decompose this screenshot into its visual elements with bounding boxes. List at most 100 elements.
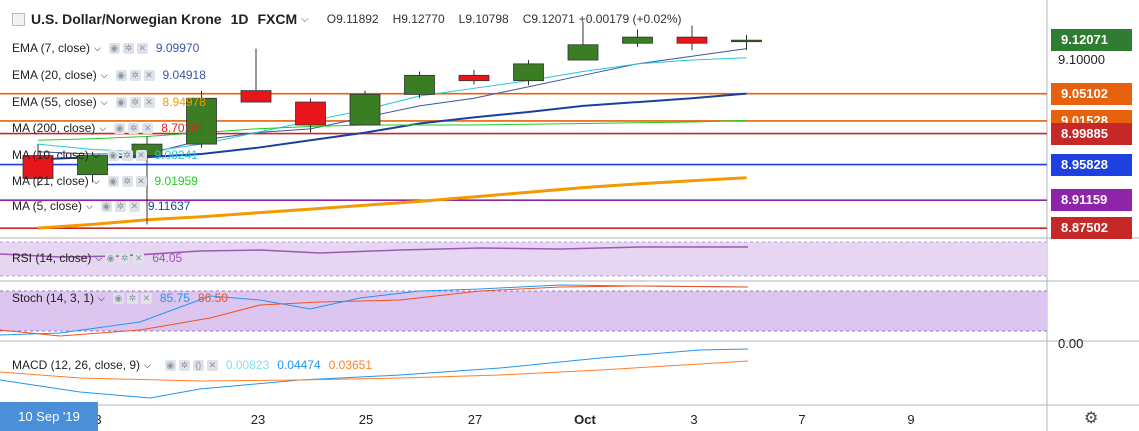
close-icon[interactable]: ✕: [135, 149, 147, 161]
price-badge: 8.87502: [1051, 217, 1132, 240]
chevron-down-icon[interactable]: ⌵: [94, 43, 101, 53]
chevron-down-icon[interactable]: ⌵: [95, 253, 103, 263]
close-icon[interactable]: ✕: [135, 175, 147, 187]
overlay-line: [37, 119, 747, 141]
eye-icon[interactable]: ◉: [164, 359, 176, 371]
macd-line: [0, 348, 749, 399]
eye-icon[interactable]: ◉: [115, 96, 127, 108]
price-badge: 8.91159: [1051, 189, 1132, 212]
stoch-k-line: [0, 284, 749, 336]
macd-signal-value: 0.03651: [328, 358, 373, 372]
stoch-d-line: [0, 285, 749, 337]
price-tick: 9.10000: [1058, 52, 1105, 67]
symbol-title[interactable]: U.S. Dollar/Norwegian Krone: [31, 11, 222, 27]
time-tick: 9: [907, 412, 915, 427]
gear-icon[interactable]: ✲: [178, 359, 190, 371]
gear-icon[interactable]: ✲: [119, 252, 131, 264]
settings-gear-icon[interactable]: ⚙: [1084, 410, 1099, 427]
overlay-line: [37, 176, 747, 230]
eye-icon[interactable]: ◉: [114, 122, 126, 134]
stoch-name: Stoch (14, 3, 1): [12, 291, 95, 305]
eye-icon[interactable]: ◉: [107, 175, 119, 187]
indicator-row[interactable]: MA (200, close) ⌵ ◉ ✲ ✕ 8.70161: [12, 121, 205, 135]
candle-body: [458, 74, 490, 82]
gear-icon[interactable]: ✲: [129, 69, 141, 81]
indicator-row[interactable]: MA (10, close) ⌵ ◉ ✲ ✕ 9.08241: [12, 148, 198, 162]
chevron-down-icon[interactable]: ⌵: [98, 293, 105, 303]
chevron-down-icon[interactable]: ⌵: [86, 201, 93, 211]
indicator-name: EMA (55, close): [12, 95, 97, 109]
close-icon[interactable]: ✕: [133, 252, 145, 264]
interval-label[interactable]: 1D: [230, 11, 249, 27]
gear-icon[interactable]: ✲: [129, 96, 141, 108]
time-tick: 7: [798, 412, 806, 427]
close-icon[interactable]: ✕: [140, 292, 152, 304]
collapse-icon[interactable]: [12, 12, 25, 26]
candle-body: [731, 39, 762, 43]
crosshair-date-badge: 10 Sep '19: [0, 402, 98, 431]
indicator-name: MA (10, close): [12, 148, 89, 162]
rsi-band: [0, 242, 1047, 276]
open-value: O9.11892: [326, 12, 379, 26]
close-icon[interactable]: ✕: [136, 42, 148, 54]
candle-body: [295, 101, 326, 126]
macd-name: MACD (12, 26, close, 9): [12, 358, 141, 372]
gear-icon[interactable]: ✲: [122, 42, 134, 54]
indicator-row[interactable]: EMA (7, close) ⌵ ◉ ✲ ✕ 9.09970: [12, 41, 199, 55]
candle-body: [22, 155, 54, 179]
eye-icon[interactable]: ◉: [112, 292, 124, 304]
indicator-name: EMA (7, close): [12, 41, 91, 55]
candle-body: [676, 36, 708, 44]
indicator-row[interactable]: EMA (20, close) ⌵ ◉ ✲ ✕ 9.04918: [12, 68, 206, 82]
chevron-down-icon[interactable]: ⌵: [144, 360, 151, 370]
indicator-name: MA (5, close): [12, 199, 83, 213]
macd-legend[interactable]: MACD (12, 26, close, 9) ⌵ ◉ ✲{} ✕ 0.00823 …: [12, 358, 372, 372]
chevron-down-icon[interactable]: ⌵: [100, 70, 108, 80]
eye-icon[interactable]: ◉: [105, 252, 117, 264]
candle-body: [513, 63, 544, 82]
chart-header: U.S. Dollar/Norwegian Krone 1D FXCM ⌵ O9…: [12, 11, 696, 27]
gear-icon[interactable]: ✲: [121, 175, 133, 187]
price-badge: 8.95828: [1051, 153, 1132, 176]
overlay-line: [37, 92, 747, 161]
close-icon[interactable]: ✕: [128, 200, 140, 212]
indicator-value: 9.08241: [154, 148, 198, 162]
eye-icon[interactable]: ◉: [115, 69, 127, 81]
indicator-value: 9.11637: [147, 199, 191, 213]
indicator-row[interactable]: MA (5, close) ⌵ ◉ ✲ ✕ 9.11637: [12, 199, 190, 213]
price-badge: 9.05102: [1051, 82, 1132, 105]
chevron-down-icon[interactable]: ⌵: [301, 13, 309, 25]
candle-body: [349, 94, 381, 126]
eye-icon[interactable]: ◉: [100, 200, 112, 212]
indicator-name: MA (200, close): [12, 121, 96, 135]
rsi-legend[interactable]: RSI (14, close) ⌵ ◉ ✲ ✕ 64.05: [12, 251, 182, 265]
gear-icon[interactable]: ✲: [126, 292, 138, 304]
macd-hist-value: 0.00823: [225, 358, 270, 372]
stoch-legend[interactable]: Stoch (14, 3, 1) ⌵ ◉ ✲ ✕ 85.75 86.50: [12, 291, 228, 305]
gear-icon[interactable]: ✲: [121, 149, 133, 161]
source-code-icon[interactable]: {}: [192, 359, 204, 371]
chevron-down-icon[interactable]: ⌵: [92, 176, 100, 186]
indicator-name: EMA (20, close): [12, 68, 97, 82]
chevron-down-icon[interactable]: ⌵: [99, 123, 107, 133]
close-icon[interactable]: ✕: [142, 122, 154, 134]
eye-icon[interactable]: ◉: [108, 42, 120, 54]
candle-body: [186, 97, 217, 145]
indicator-row[interactable]: MA (21, close) ⌵ ◉ ✲ ✕ 9.01959: [12, 174, 198, 188]
close-icon[interactable]: ✕: [206, 359, 218, 371]
candle-body: [622, 36, 653, 44]
candle-body: [77, 155, 108, 176]
chevron-down-icon[interactable]: ⌵: [100, 97, 108, 107]
gear-icon[interactable]: ✲: [114, 200, 126, 212]
indicator-value: 9.01959: [154, 174, 198, 188]
close-value: C9.12071: [522, 12, 575, 26]
chevron-down-icon[interactable]: ⌵: [92, 150, 100, 160]
high-value: H9.12770: [392, 12, 445, 26]
time-tick: Oct: [574, 412, 596, 427]
close-icon[interactable]: ✕: [143, 96, 155, 108]
eye-icon[interactable]: ◉: [107, 149, 119, 161]
gear-icon[interactable]: ✲: [128, 122, 140, 134]
close-icon[interactable]: ✕: [143, 69, 155, 81]
indicator-row[interactable]: EMA (55, close) ⌵ ◉ ✲ ✕ 8.94978: [12, 95, 206, 109]
